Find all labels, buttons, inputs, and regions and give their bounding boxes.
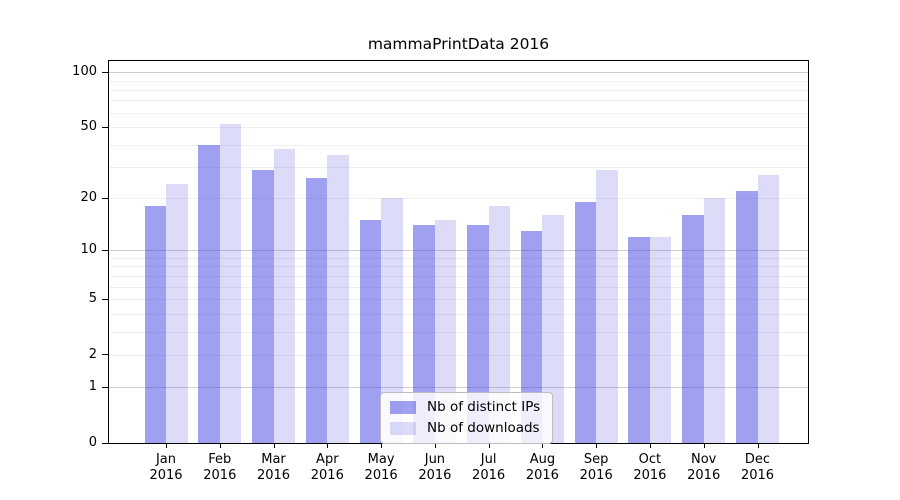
x-tick-mark (166, 443, 167, 448)
bar-aug-distinct-ips (520, 230, 543, 443)
legend-swatch-downloads (390, 422, 416, 435)
legend: Nb of distinct IPs Nb of downloads (380, 392, 554, 444)
gridline-minor (109, 127, 808, 128)
gridline-minor (109, 258, 808, 259)
y-tick-label: 0 (88, 435, 97, 450)
plot-area: 100 50 20 10 5 2 1 0 Jan 2016 Feb 2016 Mar 2016 Apr 201… (72, 60, 809, 483)
x-tick-mark (596, 443, 598, 448)
bar-sep-downloads (596, 169, 618, 443)
gridline-major (109, 250, 808, 252)
bar-nov-distinct-ips (682, 215, 704, 443)
bar-aug-downloads (542, 215, 564, 443)
y-tick-mark (102, 126, 108, 128)
gridline-major (109, 72, 808, 74)
legend-label-distinct-ips: Nb of distinct IPs (427, 399, 541, 415)
x-tick-mark (542, 443, 544, 448)
x-tick-label: Nov 2016 (687, 452, 721, 483)
x-tick-label: Sep 2016 (579, 452, 613, 483)
y-tick-label: 100 (72, 64, 97, 80)
gridline-minor (109, 313, 808, 315)
gridline-minor (109, 275, 808, 277)
gridline-minor (109, 286, 808, 288)
gridline-minor (109, 299, 808, 300)
bar-feb-downloads (219, 123, 242, 443)
gridline-minor (109, 331, 808, 333)
y-tick-label: 20 (80, 190, 97, 206)
gridline-minor (109, 80, 808, 82)
x-tick-label: Aug 2016 (525, 452, 559, 483)
gridline-minor (109, 100, 808, 102)
x-tick-label: Oct 2016 (633, 452, 667, 483)
x-tick-mark (649, 443, 651, 448)
bar-mar-distinct-ips (252, 169, 274, 443)
y-tick-mark (102, 71, 108, 73)
bar-apr-distinct-ips (305, 178, 328, 443)
bar-apr-downloads (327, 155, 349, 443)
legend-swatch-distinct-ips (390, 401, 416, 414)
x-tick-mark (434, 443, 436, 448)
bar-jun-downloads (434, 220, 457, 443)
gridline-minor (109, 198, 808, 200)
gridline-minor (109, 144, 808, 146)
x-tick-label: Jun 2016 (418, 452, 452, 483)
gridline-minor (109, 354, 808, 356)
y-tick-label: 2 (88, 346, 97, 362)
y-tick-label: 50 (80, 119, 97, 134)
bar-dec-distinct-ips (736, 191, 758, 443)
bar-oct-downloads (649, 236, 672, 443)
bar-nov-downloads (703, 198, 726, 443)
bar-jan-distinct-ips (144, 206, 166, 443)
bar-jun-distinct-ips (413, 225, 435, 443)
y-tick-mark (102, 386, 108, 388)
x-tick-label: May 2016 (364, 452, 398, 483)
x-tick-mark (327, 443, 329, 448)
y-tick-label: 1 (88, 379, 97, 395)
x-tick-label: Jan 2016 (149, 452, 183, 483)
x-tick-label: Jul 2016 (472, 452, 506, 483)
gridline-minor (109, 266, 808, 268)
x-tick-mark (703, 443, 705, 448)
bar-jan-downloads (166, 184, 188, 443)
y-tick-mark (102, 298, 108, 300)
gridline-minor (109, 167, 808, 168)
bar-may-downloads (381, 198, 403, 443)
chart-title: mammaPrintData 2016 (367, 35, 550, 53)
gridline-major (109, 387, 808, 389)
bar-sep-distinct-ips (574, 202, 597, 443)
y-tick-mark (102, 442, 108, 444)
legend-entry-distinct-ips: Nb of distinct IPs (390, 400, 540, 415)
y-tick-mark (102, 197, 108, 199)
bar-oct-distinct-ips (628, 236, 650, 443)
bar-jul-distinct-ips (467, 225, 489, 443)
bar-may-distinct-ips (359, 220, 382, 443)
gridline-minor (109, 89, 808, 91)
y-tick-label: 5 (88, 291, 97, 306)
x-tick-label: Dec 2016 (740, 452, 775, 483)
bar-feb-distinct-ips (198, 144, 220, 443)
y-tick-mark (102, 354, 108, 356)
legend-entry-downloads: Nb of downloads (390, 421, 540, 436)
gridline-minor (109, 112, 808, 114)
y-tick-mark (102, 249, 108, 251)
x-tick-mark (488, 443, 490, 448)
x-tick-mark (757, 443, 759, 448)
bar-jul-downloads (488, 206, 511, 443)
x-tick-label: Apr 2016 (310, 452, 344, 483)
x-tick-label: Feb 2016 (203, 452, 237, 483)
x-tick-mark (219, 443, 221, 448)
bar-mar-downloads (273, 148, 295, 443)
y-tick-label: 10 (80, 242, 97, 258)
legend-label-downloads: Nb of downloads (427, 420, 540, 436)
bar-dec-downloads (757, 175, 779, 443)
x-tick-mark (381, 443, 383, 448)
x-tick-label: Mar 2016 (256, 452, 291, 483)
x-tick-mark (273, 443, 275, 448)
